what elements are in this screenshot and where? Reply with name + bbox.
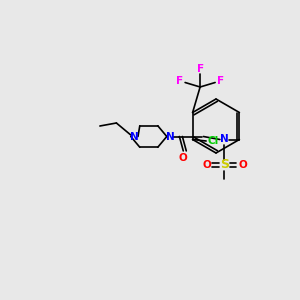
Text: F: F bbox=[176, 76, 183, 86]
Text: F: F bbox=[196, 64, 204, 74]
Text: O: O bbox=[238, 160, 247, 170]
Text: N: N bbox=[220, 134, 229, 145]
Text: S: S bbox=[220, 158, 229, 172]
Text: O: O bbox=[202, 160, 211, 170]
Text: O: O bbox=[178, 153, 187, 163]
Text: N: N bbox=[130, 131, 139, 142]
Text: F: F bbox=[217, 76, 224, 86]
Text: Cl: Cl bbox=[208, 136, 219, 146]
Text: N: N bbox=[166, 131, 175, 142]
